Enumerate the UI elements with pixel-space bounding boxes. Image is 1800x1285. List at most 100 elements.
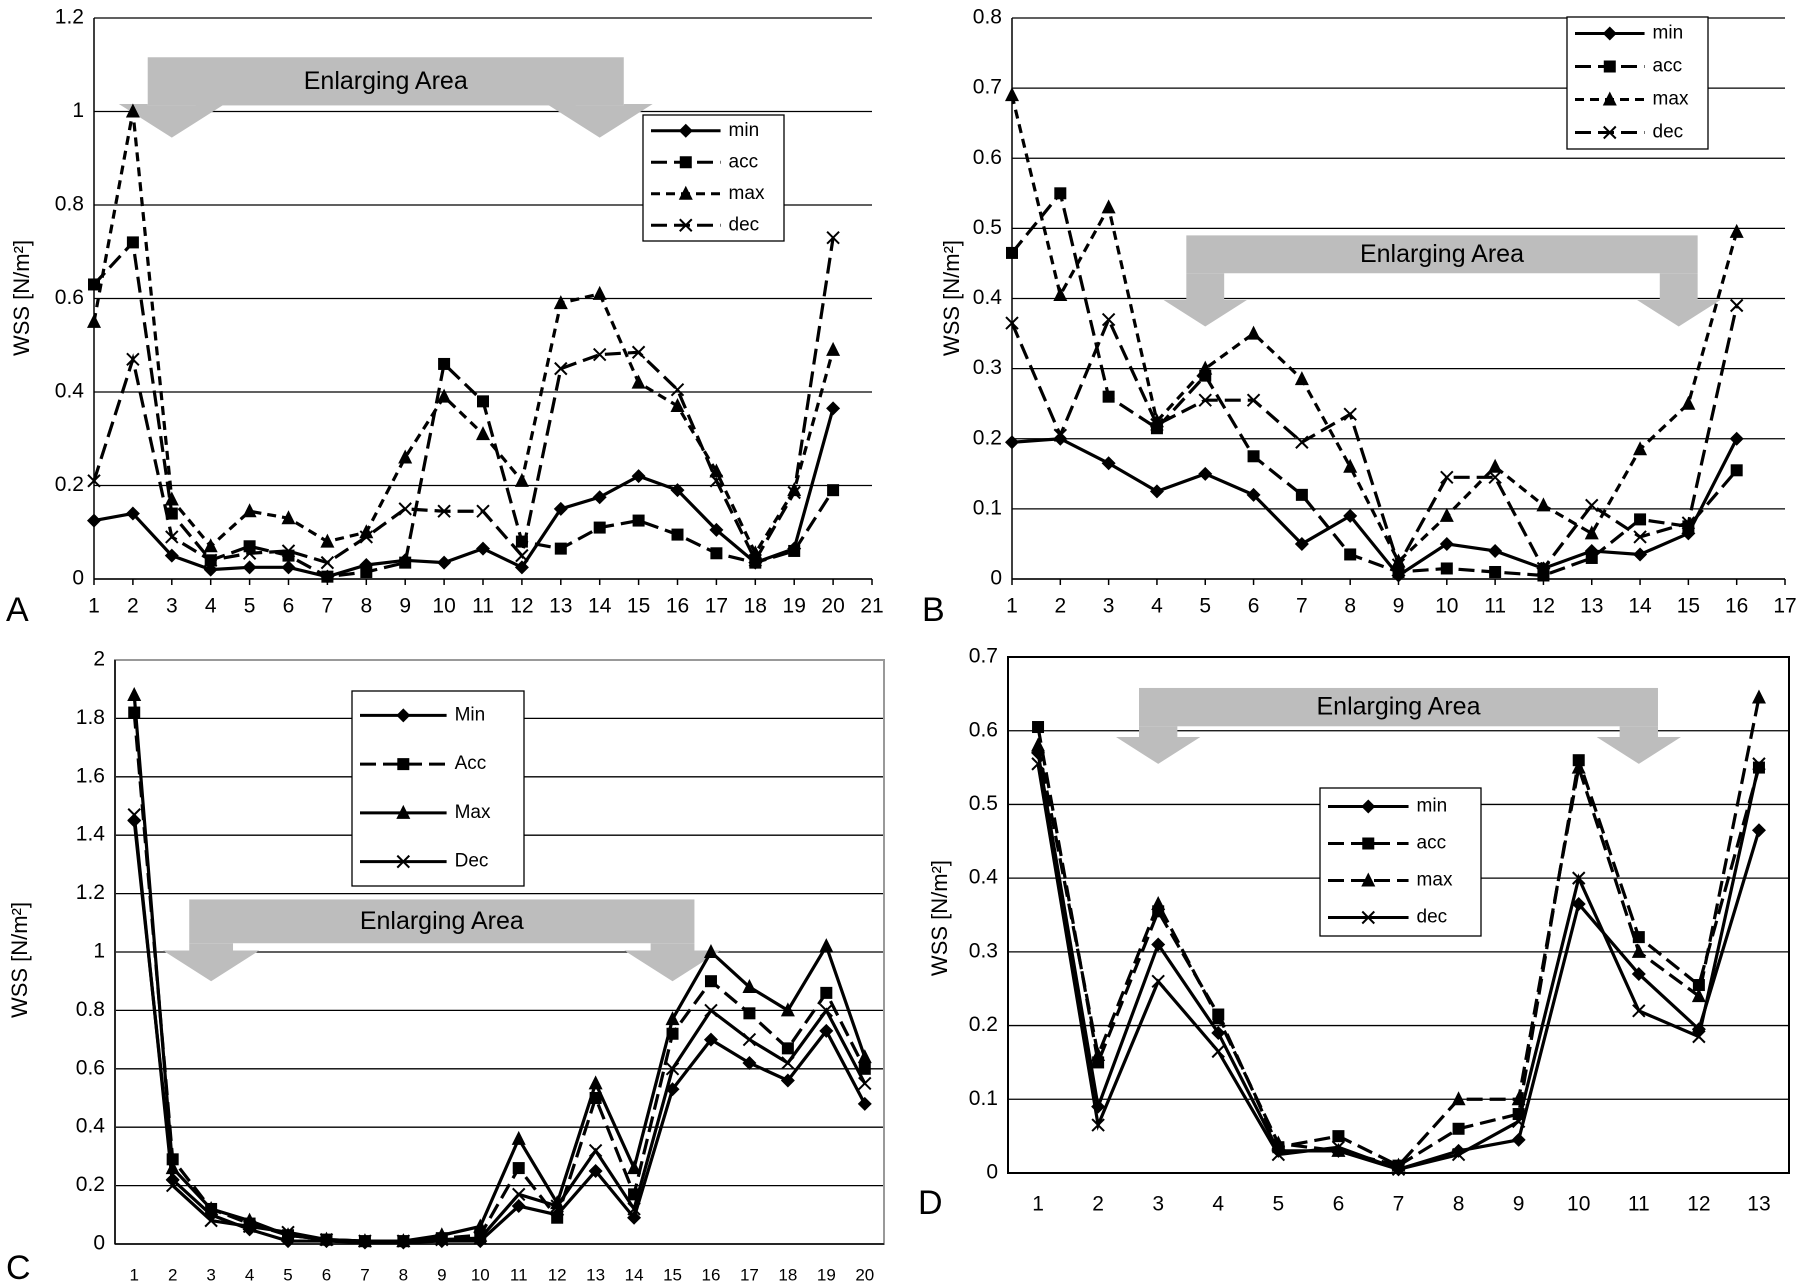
x-tick-label: 7 <box>1393 1193 1405 1216</box>
x-tick-label: 10 <box>471 1265 490 1284</box>
marker-square <box>1247 450 1260 463</box>
marker-square <box>1634 513 1647 526</box>
legend-marker <box>1602 26 1617 41</box>
series-line <box>1010 189 1738 578</box>
marker-x <box>1295 435 1309 449</box>
x-tick-label: 8 <box>1453 1193 1465 1216</box>
legend-marker <box>1361 799 1376 814</box>
marker-diamond <box>1151 937 1166 952</box>
marker-triangle <box>514 472 529 487</box>
marker-square <box>1032 721 1045 734</box>
x-tick-label: 11 <box>472 595 494 618</box>
x-tick-label: 2 <box>127 595 139 618</box>
marker-x <box>627 1202 641 1216</box>
x-tick-label: 4 <box>245 1265 254 1284</box>
marker-square <box>554 542 567 555</box>
marker-triangle <box>1451 1091 1466 1106</box>
marker-square <box>399 556 412 569</box>
marker-square <box>88 278 100 291</box>
marker-x <box>592 347 607 362</box>
marker-triangle <box>631 374 646 389</box>
y-axis-label: WSS [N/m²] <box>7 902 32 1018</box>
x-tick-label: 10 <box>1435 595 1458 618</box>
x-tick-label: 16 <box>666 595 689 618</box>
y-tick-label: 1.2 <box>76 881 105 904</box>
marker-x <box>550 1199 564 1213</box>
marker-square <box>593 521 606 534</box>
marker-diamond <box>1729 431 1744 446</box>
x-tick-label: 13 <box>586 1265 605 1284</box>
marker-triangle <box>1091 1047 1106 1062</box>
legend-label: Max <box>455 802 491 823</box>
marker-diamond <box>1005 435 1019 450</box>
marker-x <box>512 1187 526 1202</box>
marker-square <box>360 565 373 578</box>
y-tick-label: 0.5 <box>969 792 998 815</box>
y-tick-label: 1.6 <box>76 764 105 787</box>
legend-marker <box>1602 91 1617 106</box>
marker-x <box>1331 1140 1346 1154</box>
chart-panel: 00.20.40.60.811.21 2 3 4 5 6 7 8 9 10 11 12 13 14 15 16… <box>6 6 884 629</box>
marker-triangle <box>242 503 257 518</box>
marker-x <box>1572 871 1586 885</box>
y-tick-label: 0.4 <box>76 1115 106 1138</box>
y-tick-label: 0.5 <box>973 216 1002 239</box>
marker-x <box>1488 470 1502 485</box>
panel-letter: D <box>918 1184 943 1222</box>
marker-triangle <box>627 1160 642 1175</box>
series-line <box>92 238 835 579</box>
marker-triangle <box>1198 360 1213 375</box>
x-tick-label: 2 <box>1054 595 1066 618</box>
legend-marker <box>396 854 411 869</box>
y-tick-label: 0.2 <box>973 426 1002 449</box>
marker-x <box>1211 1044 1225 1059</box>
marker-x <box>127 808 141 822</box>
marker-triangle <box>1149 413 1164 428</box>
marker-x <box>165 1178 180 1193</box>
annotation-arrow <box>546 103 653 138</box>
y-tick-label: 1 <box>72 99 84 122</box>
marker-x <box>281 544 296 558</box>
marker-x <box>665 1062 680 1076</box>
marker-x <box>1091 1118 1105 1132</box>
legend-label: dec <box>1417 907 1448 928</box>
x-tick-label: 5 <box>283 1265 292 1284</box>
marker-x <box>704 1003 718 1018</box>
x-tick-label: 3 <box>206 1265 215 1284</box>
marker-x <box>398 502 412 516</box>
legend-label: acc <box>1417 833 1447 854</box>
marker-triangle <box>1031 737 1046 752</box>
y-tick-label: 1.4 <box>76 823 106 846</box>
marker-diamond <box>703 1032 718 1047</box>
legend-label: acc <box>1653 56 1683 77</box>
legend-label: dec <box>729 214 760 235</box>
marker-x <box>1681 516 1696 530</box>
marker-diamond <box>281 560 296 575</box>
marker-triangle <box>592 285 607 300</box>
series-line <box>132 814 867 1243</box>
x-tick-label: 8 <box>1344 595 1356 618</box>
annotation-text: Enlarging Area <box>360 907 524 935</box>
legend-label: min <box>729 120 760 141</box>
marker-x <box>435 1232 449 1247</box>
marker-x <box>1391 1162 1406 1177</box>
y-axis-label: WSS [N/m²] <box>927 860 952 976</box>
y-tick-label: 0.6 <box>973 146 1002 169</box>
marker-x <box>1198 393 1212 407</box>
legend-marker <box>1361 872 1376 887</box>
marker-square <box>477 395 489 408</box>
marker-x <box>1271 1147 1286 1162</box>
legend-box <box>351 690 525 887</box>
marker-diamond <box>857 1096 872 1111</box>
x-tick-label: 8 <box>360 595 372 618</box>
marker-x <box>554 361 568 376</box>
x-tick-label: 7 <box>1296 595 1308 618</box>
marker-triangle <box>1631 943 1646 958</box>
marker-triangle <box>588 1075 603 1090</box>
marker-triangle <box>203 538 218 553</box>
marker-triangle <box>87 313 101 328</box>
marker-diamond <box>780 1073 795 1088</box>
marker-x <box>1343 407 1357 421</box>
marker-triangle <box>281 510 296 525</box>
x-tick-label: 5 <box>1199 595 1211 618</box>
